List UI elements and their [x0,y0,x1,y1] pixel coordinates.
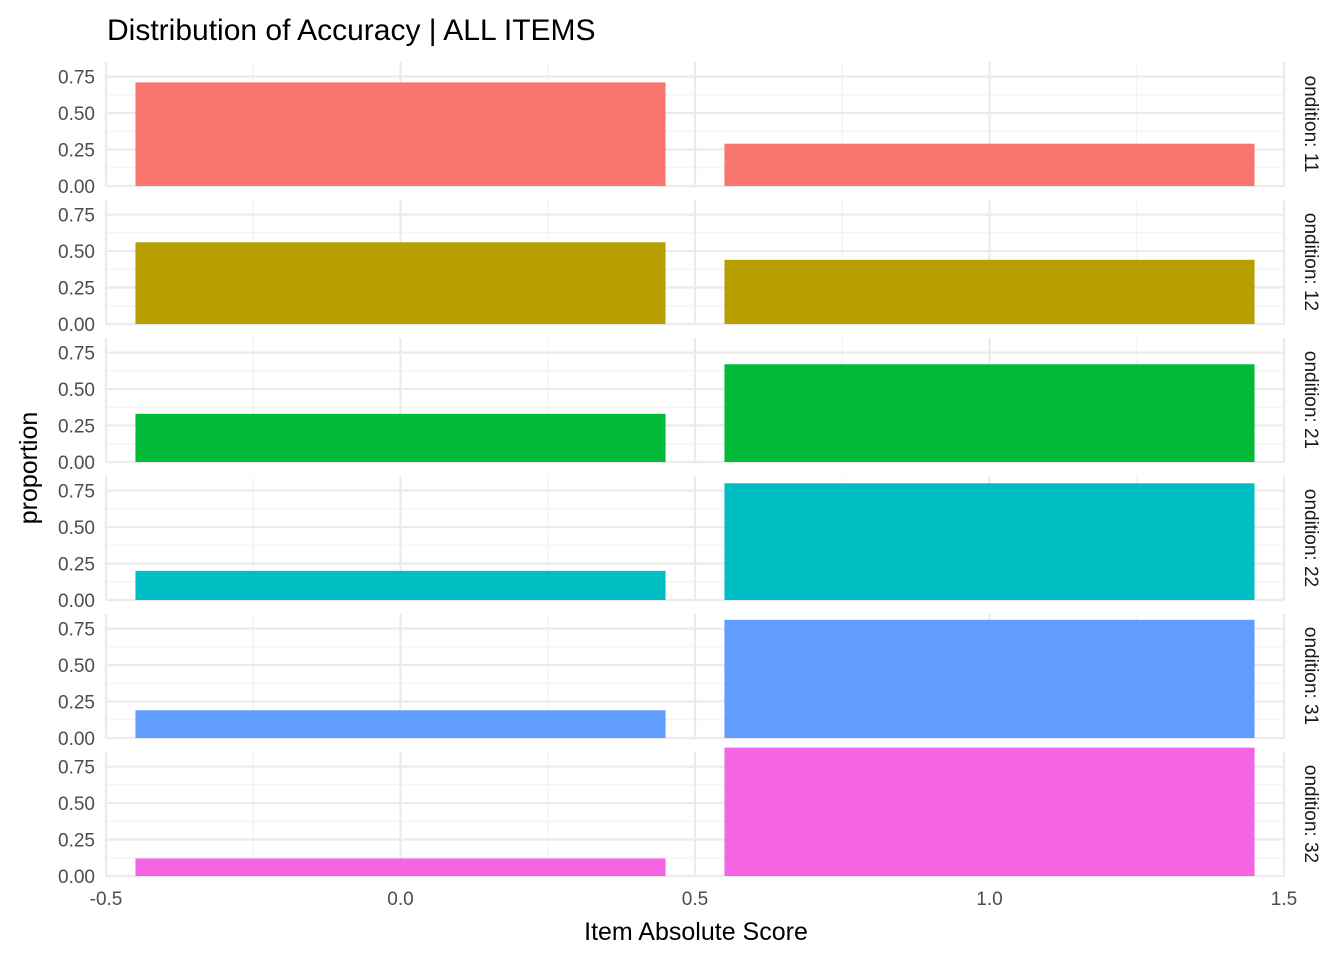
bar [724,483,1255,600]
bar [135,413,666,462]
facet-panel: 0.00 0.25 0.50 0.75 ondition: 11 [58,62,1321,198]
bar [724,747,1255,876]
y-tick-label: 0.75 [58,68,95,89]
y-tick-label: 0.25 [58,141,95,162]
y-tick-label: 0.75 [58,620,95,641]
bar [135,242,666,324]
x-tick-label: 0.0 [387,889,413,910]
y-tick-label: 0.00 [58,867,95,888]
y-tick-label: 0.50 [58,104,95,125]
facet-panel: 0.00 0.25 0.50 0.75 ondition: 22 [58,476,1321,612]
bar [135,710,666,738]
x-axis-title: Item Absolute Score [584,918,808,946]
y-tick-label: 0.50 [58,794,95,815]
y-tick-label: 0.50 [58,380,95,401]
y-tick-label: 0.00 [58,591,95,612]
facet-strip-label: ondition: 21 [1300,351,1321,449]
y-tick-label: 0.00 [58,315,95,336]
y-tick-label: 0.25 [58,279,95,300]
y-tick-label: 0.25 [58,831,95,852]
bar [724,619,1255,738]
y-tick-label: 0.50 [58,242,95,263]
facet-panel: 0.00 0.25 0.50 0.75 ondition: 32 [58,747,1321,888]
y-tick-label: 0.75 [58,758,95,779]
y-tick-label: 0.00 [58,177,95,198]
facet-strip-label: ondition: 11 [1300,76,1321,173]
facet-strip-label: ondition: 32 [1300,765,1321,863]
y-tick-label: 0.00 [58,729,95,750]
facet-strip-label: ondition: 31 [1300,627,1321,725]
y-tick-label: 0.00 [58,453,95,474]
x-axis: -0.5 0.0 0.5 1.0 1.5 [90,889,1298,910]
y-tick-label: 0.25 [58,555,95,576]
bar [135,858,666,876]
bar [724,364,1255,462]
y-tick-label: 0.50 [58,656,95,677]
y-tick-label: 0.75 [58,482,95,503]
y-axis-title: proportion [15,412,43,525]
x-tick-label: -0.5 [90,889,123,910]
facet-panels: 0.00 0.25 0.50 0.75 ondition: 11 0.00 0.25 0.50… [58,62,1321,888]
bar [135,82,666,186]
facet-panel: 0.00 0.25 0.50 0.75 ondition: 12 [58,200,1321,336]
x-tick-label: 1.0 [976,889,1002,910]
x-tick-label: 0.5 [682,889,708,910]
bar [724,259,1255,324]
y-tick-label: 0.25 [58,693,95,714]
y-tick-label: 0.25 [58,417,95,438]
facet-strip-label: ondition: 12 [1300,213,1321,311]
y-tick-label: 0.50 [58,518,95,539]
x-tick-label: 1.5 [1271,889,1297,910]
y-tick-label: 0.75 [58,206,95,227]
bar [135,570,666,600]
chart-title: Distribution of Accuracy | ALL ITEMS [107,14,596,47]
y-tick-label: 0.75 [58,344,95,365]
bar [724,143,1255,186]
facet-strip-label: ondition: 22 [1300,489,1321,587]
facet-panel: 0.00 0.25 0.50 0.75 ondition: 21 [58,338,1321,474]
facet-panel: 0.00 0.25 0.50 0.75 ondition: 31 [58,614,1321,750]
